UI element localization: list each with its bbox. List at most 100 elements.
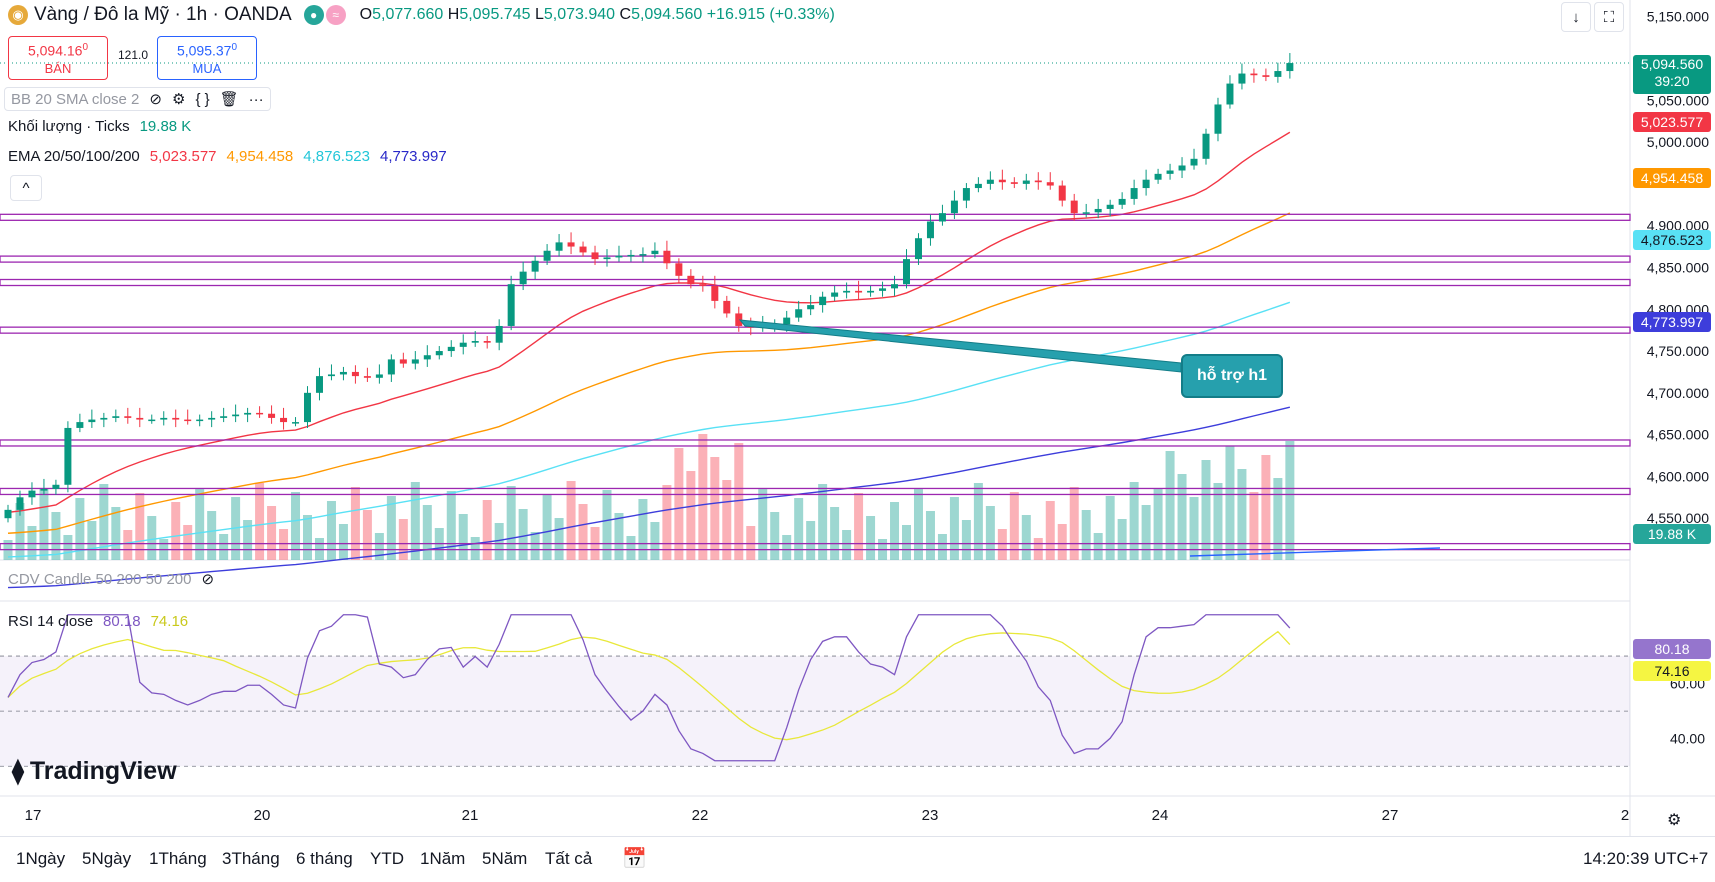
candle-body (1106, 204, 1114, 209)
symbol-title[interactable]: Vàng / Đô la Mỹ · 1h · OANDA (34, 4, 292, 25)
candle-body (843, 290, 851, 293)
candle-body (567, 242, 575, 247)
candle-body (1274, 71, 1282, 77)
volume-bar (913, 488, 923, 560)
candle-body (711, 285, 719, 301)
date-range-icon[interactable]: 📅 (622, 848, 647, 870)
candle-body (974, 183, 982, 189)
chart-settings-icon[interactable]: ⚙ (1667, 812, 1682, 829)
rsi-ma-value: 74.16 (150, 613, 189, 630)
range-6m[interactable]: 6 tháng (296, 849, 353, 868)
volume-bar (638, 499, 648, 560)
volume-bar (386, 496, 396, 560)
time-axis-label: 22 (692, 807, 709, 824)
bb-legend[interactable]: BB 20 SMA close 2 ⊘ ⚙ { } 🗑 ··· (4, 87, 271, 111)
hide-icon[interactable]: ⊘ (149, 91, 162, 108)
price-tick-label: 4,850.000 (1647, 259, 1709, 275)
range-1d[interactable]: 1Ngày (16, 849, 66, 868)
download-icon[interactable]: ↓ (1561, 2, 1591, 32)
volume-bar (75, 498, 85, 560)
rsi-legend[interactable]: RSI 14 close 80.18 74.16 (8, 613, 188, 630)
support-level-line (0, 213, 1631, 221)
fullscreen-icon[interactable]: ⛶ (1594, 2, 1624, 32)
range-all[interactable]: Tất cả (545, 849, 593, 868)
ema20-line (7, 131, 1291, 514)
candle-body (914, 238, 922, 260)
candle-body (699, 284, 707, 286)
collapse-legend-button[interactable]: ^ (10, 175, 42, 201)
candle-body (435, 351, 443, 356)
candle-body (986, 179, 994, 184)
time-axis-label: 27 (1382, 807, 1399, 824)
low-value: 5,073.940 (543, 6, 616, 23)
candle-body (627, 254, 635, 257)
range-1m[interactable]: 1Tháng (149, 849, 207, 868)
candle-body (879, 288, 887, 291)
candle-body (1202, 133, 1210, 159)
price-tick-label: 4,750.000 (1647, 343, 1709, 359)
volume-bar (949, 497, 959, 560)
volume-bar (1261, 455, 1271, 560)
range-3m[interactable]: 3Tháng (222, 849, 280, 868)
volume-bar (219, 534, 229, 560)
candle-body (495, 325, 503, 343)
volume-bar (326, 501, 336, 560)
volume-bar (338, 524, 348, 560)
range-1y[interactable]: 1Năm (420, 849, 466, 868)
source-code-icon[interactable]: { } (195, 90, 210, 108)
range-ytd[interactable]: YTD (370, 849, 404, 868)
hide-icon[interactable]: ⊘ (201, 571, 215, 588)
candle-body (1166, 170, 1174, 174)
range-5y[interactable]: 5Năm (482, 849, 528, 868)
volume-legend[interactable]: Khối lượng · Ticks 19.88 K (8, 118, 191, 135)
ema100-tag: 4,876.523 (1633, 230, 1711, 250)
more-icon[interactable]: ··· (248, 90, 264, 108)
support-annotation[interactable]: hỗ trợ h1 (1181, 354, 1283, 398)
volume-bar (494, 523, 504, 560)
candle-body (675, 263, 683, 276)
candle-body (1178, 165, 1186, 171)
ema50-value: 4,954.458 (226, 148, 294, 165)
volume-bar (1177, 474, 1187, 560)
candle-body (232, 414, 240, 417)
candle-body (112, 416, 120, 418)
candle-body (1286, 63, 1294, 72)
volume-bar (1069, 487, 1079, 560)
candle-body (926, 221, 934, 239)
range-5d[interactable]: 5Ngày (82, 849, 132, 868)
volume-bar (410, 482, 420, 560)
candle-body (938, 213, 946, 222)
candle-body (268, 413, 276, 418)
candle-body (351, 371, 359, 377)
volume-bar (902, 525, 911, 560)
ema-legend[interactable]: EMA 20/50/100/200 5,023.577 4,954.458 4,… (8, 148, 447, 165)
cdv-legend[interactable]: CDV Candle 50 200 50 200 ⊘ (8, 570, 215, 589)
support-level-line (0, 255, 1631, 263)
candle-body (1238, 73, 1246, 84)
main-chart[interactable]: 5,150.000 5,050.000 5,000.000 4,900.000 4,85… (0, 0, 1715, 836)
volume-bar (398, 519, 408, 560)
buy-button[interactable]: 5,095.370 MUA (157, 36, 257, 80)
volume-bar (1165, 451, 1175, 560)
candle-body (423, 355, 431, 360)
candle-body (40, 488, 48, 491)
volume-bar (614, 513, 624, 560)
volume-bar (183, 525, 193, 560)
clock[interactable]: 14:20:39 UTC+7 (1583, 849, 1709, 868)
settings-icon[interactable]: ⚙ (171, 91, 186, 108)
candle-body (1046, 182, 1054, 186)
price-tick-label: 4,900.000 (1647, 218, 1709, 234)
tradingview-logo: ⧫ TradingView (12, 757, 177, 785)
delete-icon[interactable]: 🗑 (219, 91, 239, 108)
volume-bar (650, 522, 660, 560)
rsi-label: RSI 14 close (8, 613, 94, 630)
candle-body (1118, 198, 1126, 205)
ema200-tag: 4,773.997 (1633, 312, 1711, 332)
price-tick-label: 4,700.000 (1647, 385, 1709, 401)
sell-button[interactable]: 5,094.160 BÁN (8, 36, 108, 80)
spread-value: 121.0 (118, 48, 149, 62)
ema50-line (7, 212, 1291, 534)
volume-bar (350, 487, 360, 560)
volume-bar (1105, 496, 1115, 560)
candle-body (471, 341, 479, 343)
